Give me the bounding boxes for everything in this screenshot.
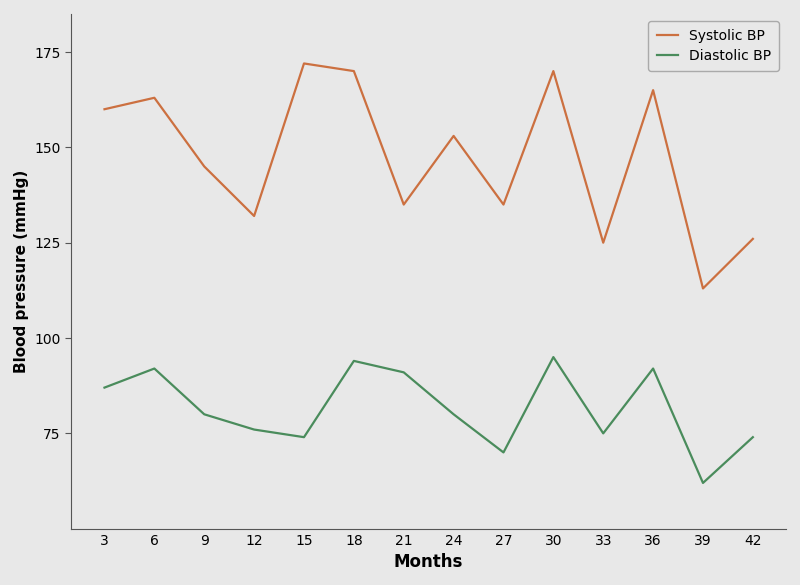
Systolic BP	[698, 285, 708, 292]
Y-axis label: Blood pressure (mmHg): Blood pressure (mmHg)	[14, 170, 29, 373]
Systolic BP	[748, 235, 758, 242]
Systolic BP	[549, 68, 558, 75]
Systolic BP	[598, 239, 608, 246]
Diastolic BP	[549, 353, 558, 360]
Legend: Systolic BP, Diastolic BP: Systolic BP, Diastolic BP	[649, 21, 779, 71]
Line: Diastolic BP: Diastolic BP	[105, 357, 753, 483]
X-axis label: Months: Months	[394, 553, 463, 571]
Systolic BP	[299, 60, 309, 67]
Systolic BP	[150, 94, 159, 101]
Diastolic BP	[598, 430, 608, 437]
Diastolic BP	[498, 449, 508, 456]
Systolic BP	[349, 68, 358, 75]
Systolic BP	[648, 87, 658, 94]
Systolic BP	[399, 201, 409, 208]
Diastolic BP	[748, 433, 758, 441]
Diastolic BP	[449, 411, 458, 418]
Diastolic BP	[150, 365, 159, 372]
Diastolic BP	[250, 426, 259, 433]
Diastolic BP	[349, 357, 358, 364]
Systolic BP	[498, 201, 508, 208]
Systolic BP	[449, 132, 458, 139]
Line: Systolic BP: Systolic BP	[105, 63, 753, 288]
Diastolic BP	[399, 369, 409, 376]
Diastolic BP	[299, 433, 309, 441]
Systolic BP	[199, 163, 209, 170]
Systolic BP	[100, 106, 110, 113]
Diastolic BP	[100, 384, 110, 391]
Systolic BP	[250, 212, 259, 219]
Diastolic BP	[199, 411, 209, 418]
Diastolic BP	[648, 365, 658, 372]
Diastolic BP	[698, 480, 708, 487]
